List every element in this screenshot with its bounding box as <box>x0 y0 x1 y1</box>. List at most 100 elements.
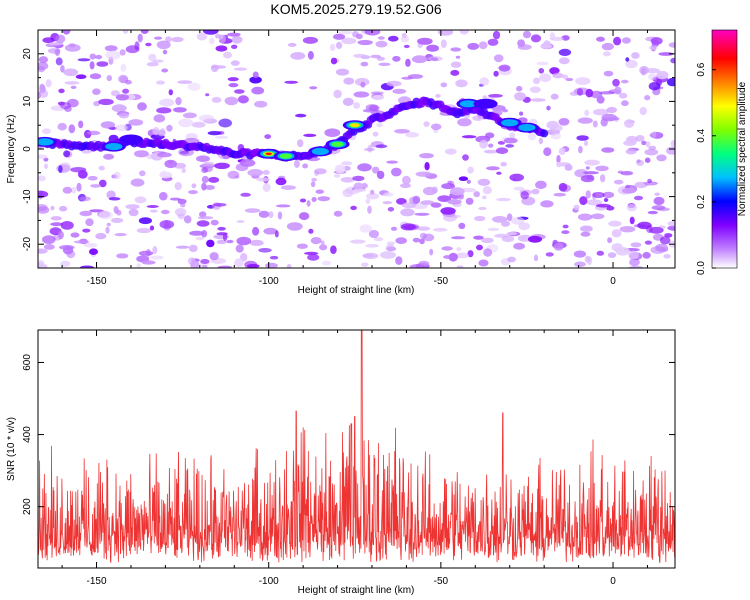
heatmap-noise-cell <box>370 54 381 59</box>
heatmap-noise-cell <box>653 196 665 206</box>
heatmap-noise-cell <box>386 160 398 164</box>
heatmap-noise-cell <box>513 186 525 191</box>
heatmap-noise-cell <box>70 232 80 238</box>
heatmap-noise-cell <box>116 253 129 259</box>
heatmap-noise-cell <box>577 213 593 221</box>
heatmap-noise-cell <box>277 211 283 220</box>
heatmap-noise-cell <box>483 149 498 154</box>
heatmap-noise-cell <box>246 264 260 268</box>
heatmap-noise-cell <box>156 107 172 114</box>
heatmap-noise-cell <box>487 227 500 231</box>
heatmap-noise-cell <box>607 252 617 258</box>
heatmap-noise-cell <box>269 255 279 260</box>
heatmap-noise-cell <box>307 254 320 261</box>
heatmap-noise-cell <box>440 39 447 48</box>
heatmap-noise-cell <box>376 170 385 180</box>
heatmap-noise-cell <box>405 132 419 138</box>
heatmap-noise-cell <box>42 128 51 135</box>
heatmap-noise-cell <box>58 88 65 94</box>
heatmap-noise-cell <box>519 111 524 116</box>
heatmap-noise-cell <box>400 183 411 189</box>
heatmap-noise-cell <box>215 135 229 139</box>
heatmap-noise-cell <box>149 209 158 213</box>
heatmap-noise-cell <box>558 57 570 65</box>
heatmap-noise-cell <box>329 43 336 52</box>
heatmap-noise-cell <box>236 236 252 246</box>
heatmap-noise-cell <box>619 226 636 233</box>
heatmap-noise-cell <box>558 147 566 155</box>
heatmap-noise-cell <box>68 43 76 48</box>
heatmap-noise-cell <box>461 135 477 139</box>
heatmap-noise-cell <box>222 233 228 241</box>
heatmap-noise-cell <box>501 235 515 243</box>
heatmap-noise-cell <box>441 246 453 251</box>
heatmap-noise-cell <box>357 163 372 172</box>
heatmap-noise-cell <box>262 183 271 192</box>
heatmap-noise-cell <box>648 145 657 151</box>
heatmap-noise-cell <box>188 244 198 253</box>
heatmap-noise-cell <box>89 53 97 60</box>
heatmap-noise-cell <box>498 64 511 72</box>
heatmap-noise-cell <box>578 145 583 154</box>
heatmap-noise-cell <box>659 236 671 245</box>
heatmap-noise-cell <box>576 88 584 96</box>
heatmap-noise-cell <box>302 36 318 44</box>
heatmap-noise-cell <box>311 197 317 202</box>
heatmap-noise-cell <box>419 153 434 159</box>
heatmap-noise-cell <box>188 190 198 195</box>
heatmap-noise-cell <box>611 229 622 238</box>
heatmap-noise-cell <box>628 265 644 268</box>
heatmap-noise-cell <box>517 39 526 47</box>
heatmap-noise-cell <box>375 144 388 149</box>
heatmap-noise-cell <box>87 130 101 136</box>
heatmap-noise-cell <box>156 80 165 85</box>
heatmap-noise-cell <box>298 212 310 221</box>
heatmap-noise-cell <box>140 30 149 34</box>
heatmap-noise-cell <box>635 135 645 142</box>
heatmap-noise-cell <box>104 45 118 52</box>
heatmap-noise-cell <box>440 82 448 88</box>
heatmap-noise-cell <box>392 88 407 94</box>
heatmap-noise-cell <box>451 236 466 240</box>
heatmap-noise-cell <box>667 225 675 231</box>
heatmap-noise-cell <box>125 45 140 54</box>
heatmap-noise-cell <box>553 192 566 197</box>
heatmap-noise-cell <box>284 80 299 84</box>
heatmap-noise-cell <box>183 215 192 224</box>
heatmap-noise-cell <box>596 36 605 42</box>
heatmap-noise-cell <box>435 94 441 98</box>
heatmap-noise-cell <box>455 55 461 59</box>
heatmap-y-axis: -20 -10 0 10 20 <box>22 29 675 269</box>
heatmap-noise-cell <box>181 167 186 174</box>
heatmap-noise-cell <box>118 112 129 119</box>
heatmap-noise-cell <box>386 241 395 246</box>
heatmap-noise-cell <box>478 206 487 211</box>
heatmap-noise-cell <box>265 262 278 268</box>
y-tick-label: -10 <box>22 189 33 204</box>
heatmap-noise-cell <box>96 61 109 67</box>
heatmap-noise-cell <box>196 220 210 227</box>
heatmap-noise-cell <box>157 129 166 137</box>
heatmap-noise-cell <box>168 89 173 96</box>
heatmap-noise-cell <box>482 186 492 195</box>
heatmap-noise-cell <box>78 120 84 129</box>
heatmap-noise-cell <box>362 252 379 259</box>
heatmap-noise-cell <box>641 140 647 146</box>
heatmap-noise-cell <box>500 161 507 167</box>
heatmap-noise-cell <box>423 121 430 127</box>
heatmap-noise-cell <box>191 183 197 189</box>
heatmap-noise-cell <box>648 82 661 91</box>
heatmap-noise-cell <box>595 203 611 208</box>
heatmap-noise-cell <box>333 33 346 40</box>
heatmap-noise-cell <box>38 61 49 71</box>
heatmap-noise-cell <box>558 182 568 192</box>
heatmap-noise-cell <box>606 106 617 114</box>
heatmap-noise-cell <box>234 89 245 94</box>
heatmap-noise-cell <box>574 261 586 268</box>
heatmap-noise-cell <box>530 34 542 43</box>
heatmap-noise-cell <box>367 205 372 214</box>
heatmap-noise-cell <box>130 178 145 187</box>
heatmap-noise-cell <box>239 159 256 167</box>
heatmap-noise-cell <box>392 55 401 62</box>
heatmap-noise-cell <box>152 59 164 63</box>
